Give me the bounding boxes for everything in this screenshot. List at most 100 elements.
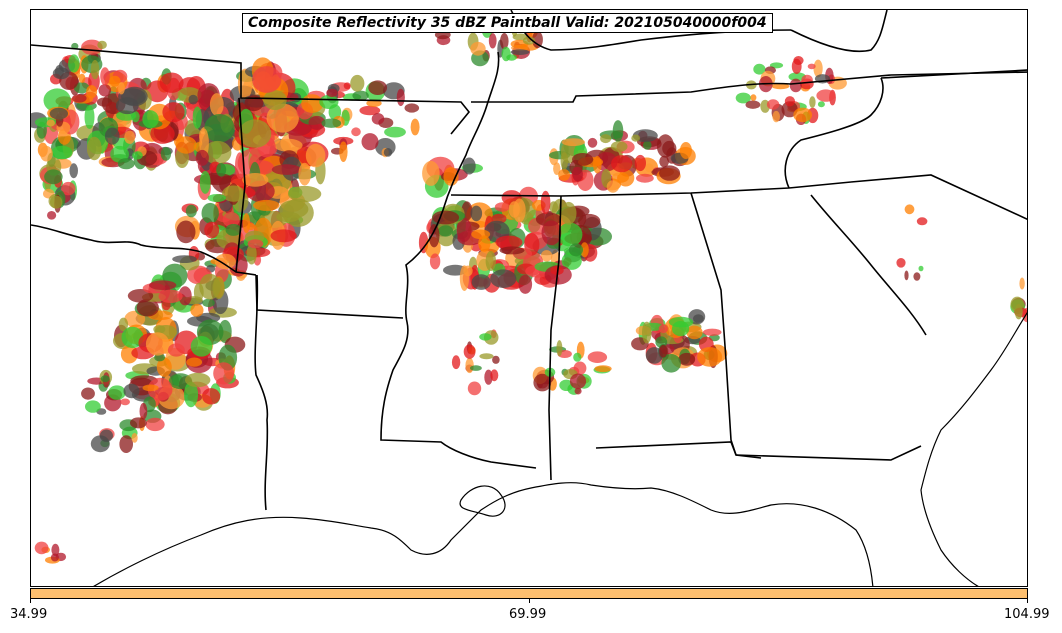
reflectivity-blob [149,280,177,291]
reflectivity-blob [153,325,166,334]
reflectivity-blob [784,96,796,107]
reflectivity-blob [510,49,530,55]
reflectivity-blob [463,344,476,359]
reflectivity-blob [384,126,406,138]
reflectivity-blob [428,224,440,248]
reflectivity-blob [185,204,197,218]
reflectivity-blob [216,163,227,177]
reflectivity-blob [61,181,76,196]
reflectivity-blob [279,200,309,219]
reflectivity-blob [801,74,813,86]
reflectivity-blob [350,74,365,92]
reflectivity-blob [178,286,192,306]
reflectivity-blob [766,99,780,110]
reflectivity-blob [668,316,694,328]
border-ms-al [548,195,562,481]
reflectivity-blob [549,201,559,213]
reflectivity-blob [750,94,757,101]
border-ar-west [235,97,246,273]
reflectivity-blob [100,67,110,86]
reflectivity-blob [51,543,60,557]
reflectivity-blob [46,119,55,127]
state-borders [31,10,1027,511]
coastline [93,312,1027,586]
reflectivity-blob [326,88,338,98]
reflectivity-blob [463,265,473,277]
reflectivity-blob [807,63,816,70]
reflectivity-blob [100,375,110,383]
border-tx-la [254,274,269,511]
reflectivity-blob [352,90,369,101]
reflectivity-blob [593,156,602,174]
reflectivity-blob [99,429,113,442]
reflectivity-blob [429,253,441,270]
reflectivity-blob [556,340,563,357]
reflectivity-blob [86,136,102,161]
reflectivity-blobs [31,18,1027,564]
reflectivity-blob [118,82,125,95]
reflectivity-blob [51,145,73,160]
reflectivity-blob [145,417,165,432]
reflectivity-blob [44,169,63,185]
reflectivity-blob [361,133,379,151]
reflectivity-blob [127,289,154,303]
reflectivity-blob [202,388,221,405]
reflectivity-blob [368,80,388,95]
reflectivity-blob [142,110,159,129]
reflectivity-blob [661,354,681,373]
reflectivity-blob [532,31,543,49]
border-al-ga [690,192,762,459]
reflectivity-blob [203,140,232,165]
reflectivity-blob [573,352,582,362]
reflectivity-blob [105,127,120,145]
reflectivity-blob [462,157,476,175]
border-ks-mo [31,44,471,135]
reflectivity-blob [40,145,53,162]
reflectivity-blob [117,158,135,170]
reflectivity-blob [244,95,264,112]
reflectivity-blob [470,205,483,222]
reflectivity-blob [343,82,351,90]
reflectivity-blob [679,142,692,159]
reflectivity-blob [643,140,652,150]
reflectivity-blob [225,223,242,236]
reflectivity-blob [235,152,245,180]
reflectivity-blob [789,78,802,93]
reflectivity-blob [470,41,486,56]
reflectivity-blob [580,242,589,258]
reflectivity-blob [78,73,86,83]
reflectivity-blob [175,136,197,154]
reflectivity-blob [771,83,790,90]
reflectivity-blob [207,194,226,202]
reflectivity-blob [500,33,509,50]
reflectivity-blob [634,154,646,172]
reflectivity-blob [319,94,339,109]
reflectivity-blob [145,332,170,356]
reflectivity-blob [383,148,393,157]
reflectivity-blob [204,221,220,239]
reflectivity-blob [451,355,461,370]
reflectivity-blob [697,347,723,367]
reflectivity-blob [84,105,95,129]
reflectivity-blob [298,162,312,186]
colorbar-tick-mark-right [1027,599,1028,603]
reflectivity-blob [123,383,140,399]
reflectivity-blob [553,162,561,176]
reflectivity-blob [645,163,654,173]
reflectivity-blob [130,417,147,429]
reflectivity-blob [791,58,802,74]
reflectivity-blob [809,96,816,108]
reflectivity-blob [109,75,121,87]
reflectivity-blob [81,387,95,400]
border-al-fl [595,441,737,456]
reflectivity-blob [183,381,199,408]
reflectivity-blob [492,355,500,364]
reflectivity-blob [631,134,641,142]
coastline-atlantic [920,312,1027,586]
border-ok-tx-red-river [31,224,257,276]
reflectivity-blob [186,357,203,367]
reflectivity-blob [131,433,138,443]
reflectivity-blob [371,113,385,125]
reflectivity-blob [594,365,612,373]
reflectivity-blob [611,155,633,173]
